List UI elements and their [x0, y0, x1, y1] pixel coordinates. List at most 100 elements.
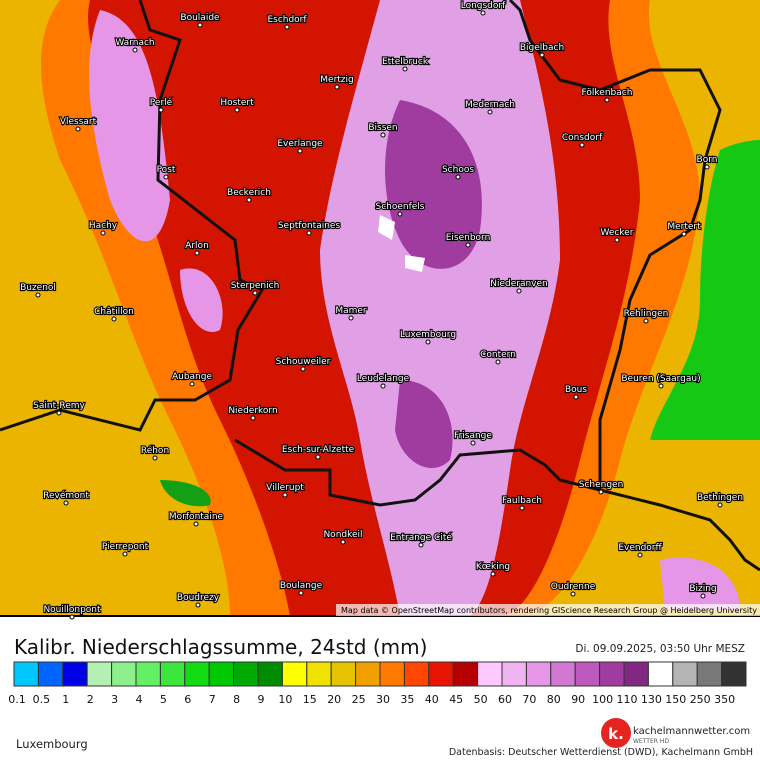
logo-name: kachelmannwetter.com — [633, 726, 750, 737]
place-dot — [380, 383, 386, 389]
timestamp: Di. 09.09.2025, 03:50 Uhr MESZ — [575, 643, 745, 655]
place-dot — [282, 492, 288, 498]
place-label: Hachy — [89, 221, 118, 231]
place-label: Frisange — [454, 431, 492, 441]
place-label: Luxembourg — [400, 330, 456, 340]
legend-label: 25 — [352, 693, 366, 706]
legend-swatch — [281, 661, 308, 687]
legend-label: 1 — [62, 693, 69, 706]
legend-swatch — [306, 661, 332, 687]
legend-swatch — [86, 661, 113, 687]
place-label: Perlé — [150, 97, 173, 108]
place-label: Châtillon — [94, 307, 134, 317]
place-label: Mamer — [335, 306, 367, 316]
place-dot — [573, 394, 579, 400]
place-label: Schengen — [579, 480, 624, 490]
legend-label: 2 — [87, 693, 94, 706]
legend-label: 150 — [665, 693, 686, 706]
legend-label: 80 — [547, 693, 561, 706]
place-label: Eisenborn — [446, 233, 491, 243]
legend-label: 9 — [258, 693, 265, 706]
place-dot — [194, 250, 200, 256]
place-dot — [189, 381, 195, 387]
legend-swatch — [233, 661, 259, 687]
legend-label: 6 — [184, 693, 191, 706]
place-dot — [297, 148, 303, 154]
legend-label: 130 — [641, 693, 662, 706]
legend-label: 110 — [617, 693, 638, 706]
place-label: Boulaide — [180, 13, 220, 23]
place-label: Longsdorf — [461, 1, 506, 11]
place-label: Pierrepont — [102, 542, 149, 552]
place-dot — [300, 366, 306, 372]
legend-swatch — [696, 661, 723, 687]
legend-swatch — [574, 661, 601, 687]
place-dot — [35, 292, 41, 298]
place-dot — [397, 211, 403, 217]
legend-label: 350 — [714, 693, 735, 706]
legend-swatch — [599, 661, 625, 687]
place-label: Buzenol — [20, 283, 56, 293]
logo-sub: WETTER HD — [633, 738, 669, 745]
place-dot — [75, 126, 81, 132]
place-dot — [539, 52, 545, 58]
legend-swatch — [379, 661, 405, 687]
place-dot — [197, 22, 203, 28]
place-dot — [234, 107, 240, 113]
place-dot — [480, 10, 486, 16]
place-label: Aubange — [172, 372, 213, 382]
place-dot — [637, 552, 643, 558]
place-dot — [380, 132, 386, 138]
place-label: Leudelange — [357, 374, 410, 384]
place-label: Everlange — [277, 139, 323, 149]
place-dot — [519, 505, 525, 511]
place-label: Bous — [565, 385, 587, 395]
place-label: Born — [697, 155, 718, 165]
legend-swatch — [257, 661, 283, 687]
legend-swatch — [208, 661, 235, 687]
place-label: Vlessart — [60, 117, 97, 127]
place-dot — [246, 197, 252, 203]
place-dot — [470, 440, 476, 446]
legend-label: 3 — [111, 693, 118, 706]
place-dot — [643, 318, 649, 324]
legend-label: 0.1 — [8, 693, 26, 706]
place-label: Bethingen — [697, 493, 743, 503]
place-label: Mertert — [667, 222, 701, 232]
place-label: Schoenfels — [375, 202, 424, 212]
place-label: Septfontaines — [278, 221, 341, 231]
place-label: Contern — [480, 350, 516, 360]
place-label: Schouweiler — [276, 357, 331, 367]
place-dot — [579, 142, 585, 148]
legend-swatch — [111, 661, 137, 687]
legend-label: 250 — [690, 693, 711, 706]
legend-swatch — [452, 661, 479, 687]
place-dot — [152, 455, 158, 461]
legend-swatch — [477, 661, 503, 687]
place-labels: Boulaide Eschdorf Longsdorf Warnach Ettelbru… — [19, 0, 744, 620]
place-dot — [63, 500, 69, 506]
place-label: Revémont — [43, 490, 89, 501]
place-dot — [306, 230, 312, 236]
place-label: Saint-Remy — [33, 401, 85, 411]
legend-swatch — [184, 661, 210, 687]
place-label: Nouillonpont — [43, 605, 101, 615]
place-label: Evendorff — [618, 543, 662, 553]
place-dot — [704, 164, 710, 170]
place-label: Bigelbach — [520, 43, 564, 53]
place-label: Boudrezy — [177, 593, 220, 603]
place-label: Medernach — [465, 100, 515, 110]
legend-label: 15 — [303, 693, 317, 706]
title: Kalibr. Niederschlagssumme, 24std (mm) — [14, 635, 427, 659]
legend-swatch — [501, 661, 527, 687]
place-dot — [250, 415, 256, 421]
legend-label: 50 — [474, 693, 488, 706]
place-dot — [252, 290, 258, 296]
place-dot — [717, 502, 723, 508]
legend-swatch — [135, 661, 161, 687]
legend-label: 7 — [209, 693, 216, 706]
place-label: Mertzig — [320, 75, 353, 85]
legend-swatch — [159, 661, 186, 687]
legend-label: 100 — [592, 693, 613, 706]
